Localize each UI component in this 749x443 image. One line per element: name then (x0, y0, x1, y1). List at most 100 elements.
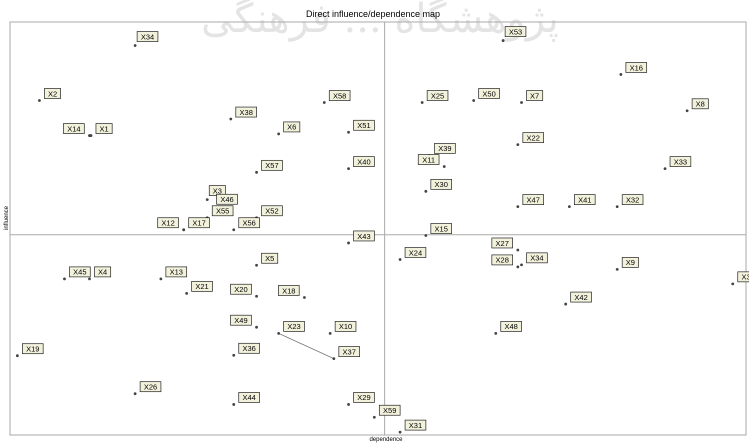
point-x16: X16 (619, 62, 648, 76)
point-label: X7 (530, 91, 539, 100)
point-label: X53 (509, 27, 522, 36)
point-label: X28 (496, 256, 509, 265)
point-label: X26 (144, 383, 157, 392)
point-marker (663, 167, 667, 171)
point-label: X41 (578, 195, 591, 204)
point-x48: X48 (494, 321, 522, 335)
point-label: X39 (438, 144, 451, 153)
point-label: X43 (357, 232, 370, 241)
point-label: X24 (409, 248, 422, 257)
point-marker (420, 101, 424, 104)
point-label: X16 (630, 63, 643, 72)
point-x34b: X34 (520, 252, 548, 267)
point-label: X46 (220, 195, 233, 204)
point-label: X38 (240, 108, 253, 117)
point-label-box (691, 98, 709, 110)
point-label-box (430, 223, 452, 234)
point-marker (133, 392, 137, 396)
point-marker (516, 143, 520, 147)
point-label-box (157, 217, 179, 229)
point-label: X32 (626, 195, 639, 204)
point-label-box (63, 123, 85, 134)
point-label: X30 (435, 180, 448, 189)
point-label: X40 (357, 157, 370, 166)
point-marker (520, 263, 523, 267)
point-marker (615, 267, 619, 271)
point-label: X10 (339, 322, 352, 331)
point-label: X44 (242, 393, 255, 402)
point-x18: X18 (278, 285, 306, 299)
point-x26: X26 (133, 381, 162, 396)
point-label: X52 (265, 207, 278, 216)
point-marker (38, 99, 41, 102)
point-marker (133, 44, 137, 47)
point-x22: X22 (516, 132, 544, 147)
point-marker (322, 101, 326, 104)
point-marker (347, 130, 350, 134)
point-label-box (417, 154, 440, 165)
point-label-box (426, 90, 449, 101)
point-label: X8 (696, 100, 705, 109)
point-x29: X29 (347, 392, 375, 406)
point-label-box (526, 252, 548, 264)
point-label-box (378, 404, 401, 416)
point-x50: X50 (472, 88, 500, 102)
point-marker (277, 132, 281, 136)
point-marker (63, 277, 66, 281)
point-marker (255, 294, 258, 298)
point-label: X50 (482, 89, 495, 98)
point-label: X1 (99, 124, 108, 133)
point-label-box (261, 252, 279, 264)
point-label-box (230, 314, 252, 326)
point-x43: X43 (347, 230, 375, 245)
point-label: X9 (626, 258, 635, 267)
point-x20: X20 (230, 283, 258, 298)
point-label-box (478, 88, 500, 99)
point-label: X51 (357, 121, 370, 130)
point-label-box (574, 194, 596, 205)
point-label: X22 (527, 133, 540, 142)
point-x31: X31 (398, 419, 427, 434)
point-x2: X2 (38, 88, 61, 102)
point-x36: X36 (232, 342, 260, 357)
point-marker (372, 415, 376, 419)
point-label-box (238, 217, 260, 229)
point-marker (731, 282, 735, 286)
point-label: X25 (431, 91, 444, 100)
point-x15: X15 (424, 223, 452, 237)
point-x1: X1 (89, 123, 113, 137)
point-marker (472, 99, 476, 102)
point-label-box (526, 90, 544, 101)
point-marker (424, 234, 428, 237)
point-x52: X52 (255, 205, 283, 220)
point-marker (520, 101, 523, 104)
point-label-box (44, 88, 61, 99)
point-label-box (69, 266, 91, 278)
point-x49: X49 (230, 314, 258, 329)
point-marker (494, 332, 498, 335)
point-label: X55 (216, 207, 229, 216)
point-label: X27 (496, 239, 509, 248)
point-x5: X5 (255, 252, 279, 267)
point-marker (15, 354, 19, 358)
point-x7: X7 (520, 90, 544, 104)
point-x42: X42 (564, 291, 592, 306)
point-label: X34 (141, 32, 154, 41)
point-x59: X59 (372, 404, 401, 419)
point-x47: X47 (516, 194, 544, 209)
point-marker (332, 357, 336, 360)
point-label: X17 (192, 219, 205, 228)
point-label: X57 (265, 161, 278, 170)
point-label-box (283, 321, 305, 332)
point-label-box (522, 194, 544, 205)
point-x30: X30 (424, 178, 452, 193)
point-label-box (570, 291, 592, 303)
point-x4: X4 (88, 266, 112, 281)
point-label: X18 (282, 286, 295, 295)
point-label-box (491, 254, 513, 266)
point-label-box (139, 381, 162, 393)
point-marker (205, 198, 209, 201)
point-label: X34 (530, 254, 543, 263)
x-axis-label: dependence (369, 437, 403, 443)
point-marker (303, 296, 306, 299)
